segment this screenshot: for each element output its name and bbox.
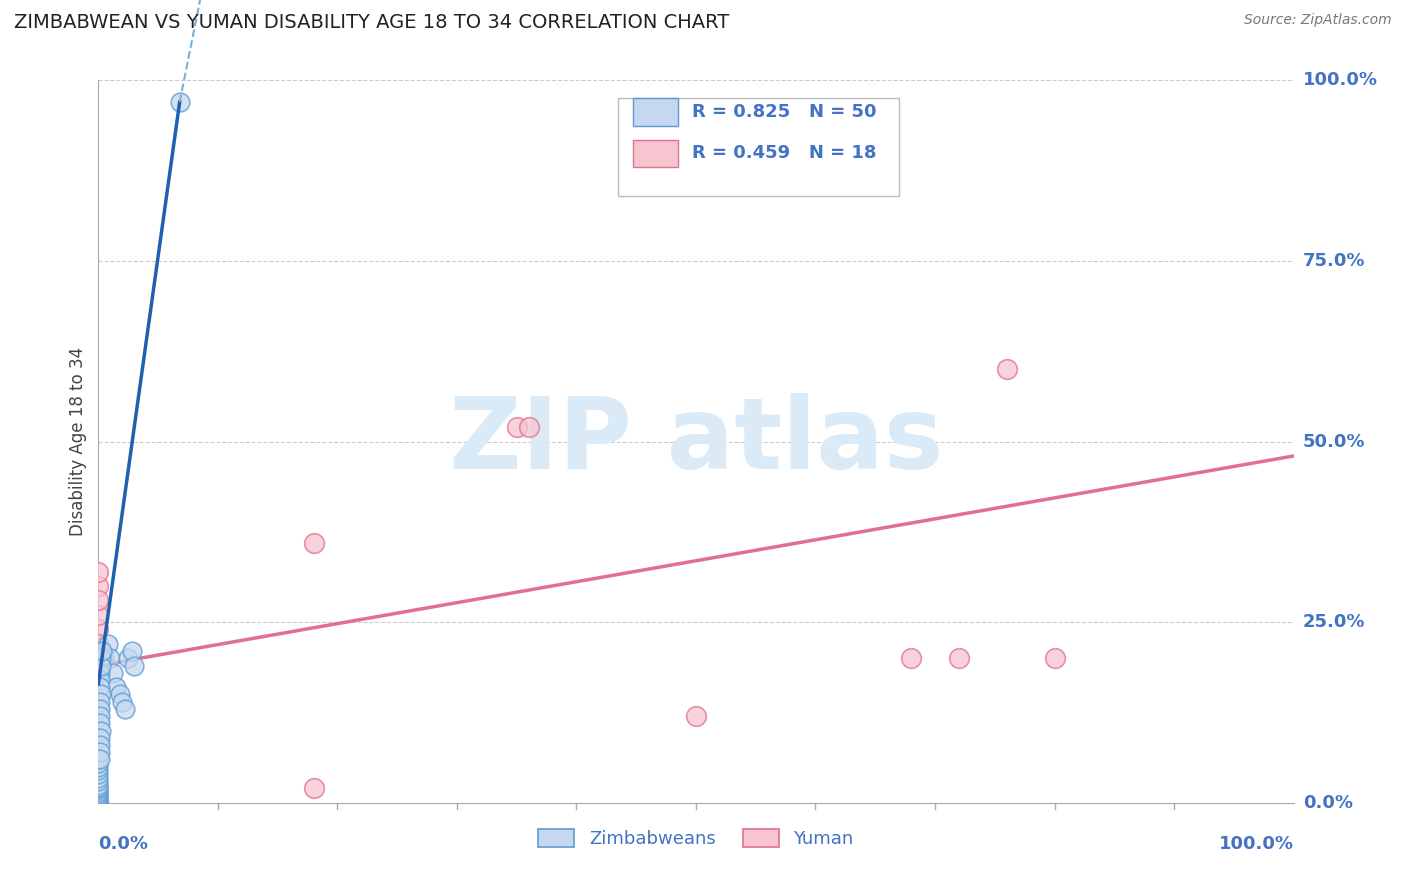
Point	[121, 644, 143, 658]
Point	[89, 745, 111, 759]
FancyBboxPatch shape	[633, 98, 678, 126]
Point	[89, 695, 111, 709]
Text: 0.0%: 0.0%	[98, 835, 149, 854]
Point	[506, 420, 529, 434]
Point	[87, 623, 110, 637]
Point	[90, 723, 112, 738]
Text: ZIP atlas: ZIP atlas	[449, 393, 943, 490]
Point	[87, 607, 110, 622]
Point	[89, 665, 111, 680]
Text: 25.0%: 25.0%	[1303, 613, 1365, 632]
Point	[87, 789, 110, 803]
Point	[87, 787, 110, 801]
Point	[948, 651, 970, 665]
Point	[101, 665, 124, 680]
Text: 0.0%: 0.0%	[1303, 794, 1353, 812]
Point	[89, 738, 111, 752]
Text: R = 0.825   N = 50: R = 0.825 N = 50	[692, 103, 877, 121]
Point	[87, 796, 110, 810]
Point	[90, 687, 112, 701]
Point	[87, 785, 110, 799]
Text: Source: ZipAtlas.com: Source: ZipAtlas.com	[1244, 13, 1392, 28]
Y-axis label: Disability Age 18 to 34: Disability Age 18 to 34	[69, 347, 87, 536]
Point	[108, 687, 131, 701]
Point	[87, 565, 110, 579]
Point	[169, 95, 191, 109]
Point	[98, 651, 122, 665]
Point	[87, 593, 110, 607]
Point	[90, 651, 112, 665]
Point	[89, 702, 111, 716]
Point	[87, 637, 110, 651]
Point	[87, 778, 110, 792]
Point	[87, 756, 110, 770]
Point	[89, 716, 111, 731]
Point	[87, 796, 110, 810]
Point	[995, 362, 1018, 376]
Point	[114, 702, 136, 716]
Point	[87, 796, 110, 810]
Text: 100.0%: 100.0%	[1219, 835, 1294, 854]
Legend: Zimbabweans, Yuman: Zimbabweans, Yuman	[531, 822, 860, 855]
Point	[90, 658, 112, 673]
Point	[117, 651, 139, 665]
Point	[87, 651, 110, 665]
Point	[87, 774, 110, 789]
Point	[89, 709, 111, 723]
Point	[87, 796, 110, 810]
Point	[87, 796, 110, 810]
Point	[87, 752, 110, 766]
Point	[89, 680, 111, 694]
Point	[91, 644, 114, 658]
Point	[685, 709, 707, 723]
Point	[87, 790, 110, 805]
Point	[87, 792, 110, 806]
Point	[87, 764, 110, 778]
Point	[87, 665, 110, 680]
Point	[124, 658, 146, 673]
Point	[87, 780, 110, 794]
Point	[87, 781, 110, 796]
Text: ZIMBABWEAN VS YUMAN DISABILITY AGE 18 TO 34 CORRELATION CHART: ZIMBABWEAN VS YUMAN DISABILITY AGE 18 TO…	[14, 13, 730, 32]
Point	[89, 673, 111, 687]
Point	[302, 781, 325, 796]
Point	[517, 420, 540, 434]
Point	[93, 651, 115, 665]
Point	[87, 796, 110, 810]
Point	[1043, 651, 1066, 665]
Point	[87, 771, 110, 785]
Point	[89, 731, 111, 745]
FancyBboxPatch shape	[633, 139, 678, 167]
Text: 75.0%: 75.0%	[1303, 252, 1365, 270]
Text: R = 0.459   N = 18: R = 0.459 N = 18	[692, 145, 877, 162]
Text: 100.0%: 100.0%	[1303, 71, 1378, 89]
Point	[87, 760, 110, 774]
Point	[87, 767, 110, 781]
Text: 50.0%: 50.0%	[1303, 433, 1365, 450]
Point	[111, 695, 134, 709]
Point	[87, 796, 110, 810]
FancyBboxPatch shape	[619, 98, 900, 196]
Point	[87, 782, 110, 797]
Point	[105, 680, 128, 694]
Point	[97, 637, 120, 651]
Point	[87, 579, 110, 593]
Point	[89, 752, 111, 766]
Point	[900, 651, 922, 665]
Point	[302, 535, 325, 549]
